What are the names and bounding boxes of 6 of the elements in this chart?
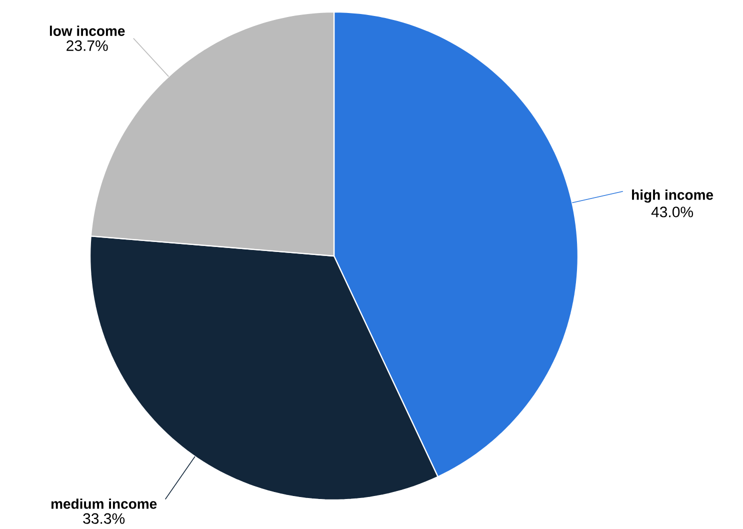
data-label: 23.7% xyxy=(66,40,108,51)
data-label: 43.0% xyxy=(651,206,694,218)
slice-label: high income xyxy=(632,190,714,203)
slice-label: medium income xyxy=(51,498,157,509)
data-label: 33.3% xyxy=(83,513,125,524)
slice-label: low income xyxy=(50,26,125,36)
